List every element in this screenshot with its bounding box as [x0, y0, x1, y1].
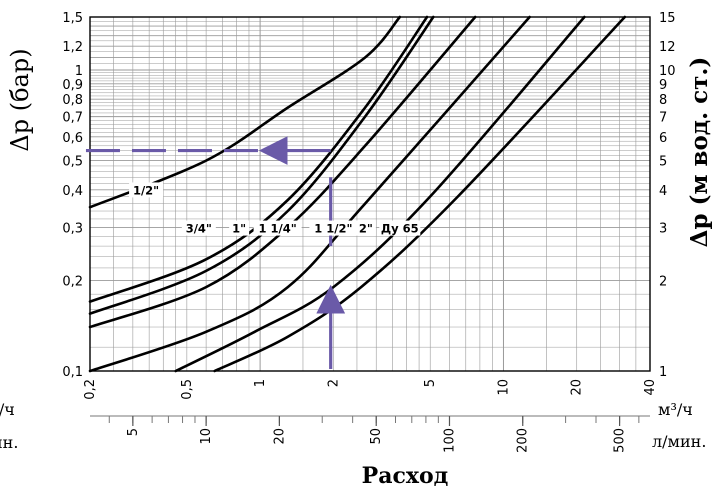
y-tick-label-left: 0,5: [62, 155, 83, 170]
y-axis-label-right: Δp (м вод. ст.): [686, 57, 713, 248]
curve-label-bg: [309, 220, 358, 236]
curve-label: 2": [359, 222, 373, 236]
curve-label-bg: [181, 220, 216, 236]
y-tick-label-left: 1,5: [62, 11, 83, 26]
curve-line: [88, 15, 402, 209]
y-tick-label-left: 1,2: [62, 40, 83, 55]
grid: [89, 16, 651, 372]
y-tick-label-right: 10: [659, 64, 676, 79]
x-unit-lmin-right: л/мин.: [652, 432, 706, 451]
x-tick-label-m3h: 0,5: [180, 379, 195, 400]
curve-line: [213, 15, 627, 373]
x-unit-m3h-right: м³/ч: [658, 400, 693, 419]
curve-label: 1": [232, 222, 246, 236]
curve-label-bg: [229, 220, 250, 236]
y-axis-label-left: Δp (бар): [6, 48, 34, 151]
annotation: [84, 136, 346, 369]
curve-label-bg: [355, 220, 376, 236]
y-tick-label-right: 2: [659, 274, 667, 289]
x-tick-label-lmin: 100: [442, 428, 457, 453]
y-tick-label-right: 8: [659, 93, 667, 108]
y-tick-label-right: 4: [659, 184, 667, 199]
curve-label-bg: [129, 182, 164, 198]
y-tick-label-right: 3: [659, 221, 667, 236]
x-tick-label-m3h: 40: [643, 379, 658, 396]
y-tick-label-right: 12: [659, 40, 676, 55]
x-tick-label-lmin: 20: [272, 428, 287, 445]
y-tick-label-right: 9: [659, 78, 667, 93]
x-tick-label-m3h: 20: [570, 379, 585, 396]
curve-label: 3/4": [186, 222, 212, 236]
y-tick-label-left: 1: [75, 64, 83, 79]
x-ticks-m3h: 0,2 0,5 1 2 5 10 20 40: [83, 379, 658, 400]
y-tick-label-right: 7: [659, 111, 667, 126]
curve-labels: 1/2" 3/4" 1" 1 1/4" 1 1/2" 2" Ду 65: [129, 182, 421, 236]
plot-border: [89, 16, 651, 372]
curve-line: [88, 15, 531, 373]
y-tick-label-left: 0,1: [62, 365, 83, 380]
y-tick-label-left: 0,3: [62, 221, 83, 236]
curve-label: 1 1/2": [314, 222, 352, 236]
curve-label-bg: [379, 220, 421, 236]
x-tick-label-m3h: 1: [253, 379, 268, 387]
y-tick-label-right: 6: [659, 131, 667, 146]
curve-line: [88, 15, 435, 315]
x-tick-label-lmin: 50: [369, 428, 384, 445]
y-tick-label-left: 0,4: [62, 184, 83, 199]
curve-label: 1/2": [133, 183, 159, 197]
x-unit-m3h-left: м³/ч: [0, 400, 15, 419]
curve-label: 1 1/4": [259, 222, 297, 236]
y-tick-label-right: 15: [659, 11, 676, 26]
x-ticks-lmin: 5 10 20 50 100 200 500: [90, 415, 650, 453]
x-axis-title: Расход: [362, 463, 449, 489]
plot-frame: [89, 16, 651, 372]
x-tick-label-lmin: 200: [516, 428, 531, 453]
x-tick-label-lmin: 500: [613, 428, 628, 453]
y-ticks-left: 1,5 1,2 10,90,8 0,7 0,6 0,5 0,4 0,3 0,2 0,1: [62, 11, 83, 380]
y-tick-label-left: 0,7: [62, 111, 83, 126]
x-tick-label-m3h: 5: [423, 379, 438, 387]
curve-label-bg: [253, 220, 302, 236]
curve-label: Ду 65: [381, 222, 419, 236]
curve-line: [174, 15, 586, 373]
y-tick-label-left: 0,8: [62, 93, 83, 108]
x-tick-label-m3h: 0,2: [83, 379, 98, 400]
x-tick-label-lmin: 10: [199, 428, 214, 445]
x-unit-lmin-left: л/мин.: [0, 433, 18, 452]
y-tick-label-left: 0,9: [62, 78, 83, 93]
x-tick-label-lmin: 5: [126, 428, 141, 436]
curve-line: [88, 15, 429, 303]
y-tick-label-right: 1: [659, 365, 667, 380]
y-tick-label-left: 0,6: [62, 131, 83, 146]
x-tick-label-m3h: 2: [326, 379, 341, 387]
y-tick-label-left: 0,2: [62, 274, 83, 289]
y-tick-label-right: 5: [659, 155, 667, 170]
x-tick-label-m3h: 10: [496, 379, 511, 396]
